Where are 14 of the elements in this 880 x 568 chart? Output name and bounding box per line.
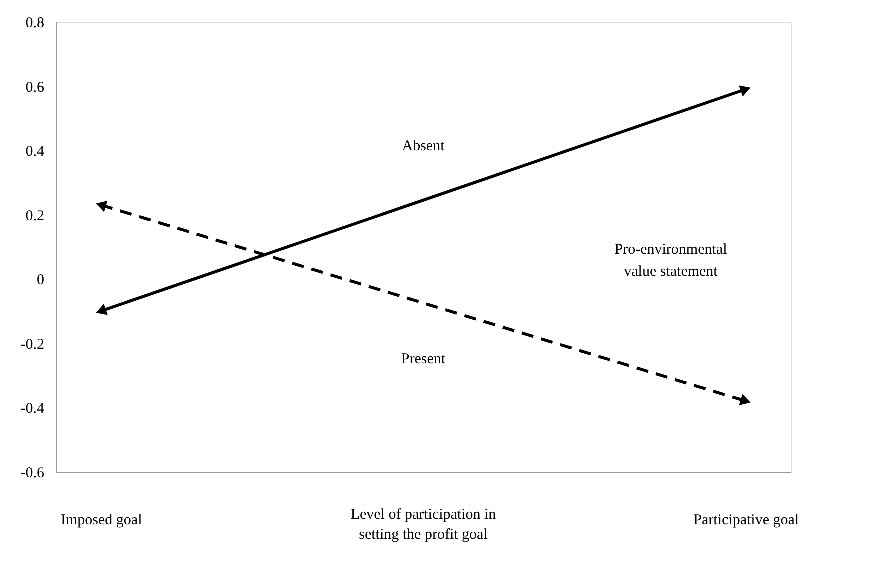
text: Present: [401, 351, 446, 368]
text: Absent: [402, 138, 446, 154]
y-tick-label: -0.4: [20, 401, 45, 418]
x-tick-label: Participative goal: [694, 512, 800, 528]
y-tick-label: -0.6: [20, 466, 45, 482]
y-tick-label: 0: [37, 272, 44, 289]
x-axis-title: Level of participation in setting the profit goal: [350, 507, 497, 543]
legend-title: Pro-environmental value statement: [614, 242, 728, 280]
y-tick-label: -0.2: [20, 336, 44, 353]
x-tick-label: Imposed goal: [61, 512, 142, 528]
y-tick-label: 0.4: [26, 144, 45, 160]
y-tick-label: 0.8: [26, 16, 44, 32]
y-tick-label: 0.6: [26, 80, 45, 96]
y-tick-label: 0.2: [26, 208, 44, 224]
